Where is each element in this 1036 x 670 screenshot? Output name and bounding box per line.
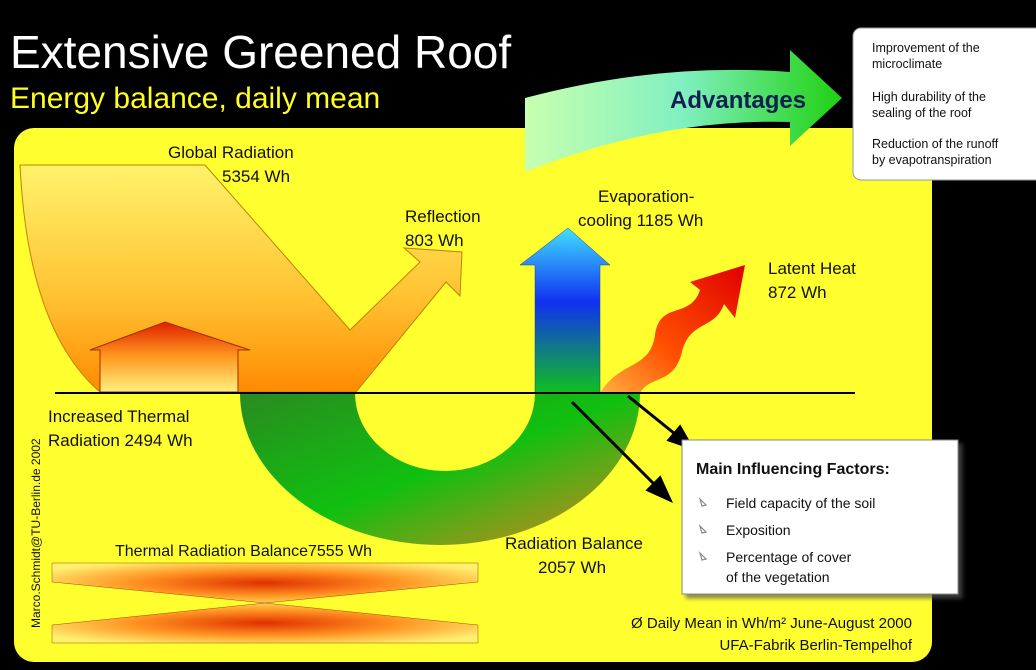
footer-line: Ø Daily Mean in Wh/m² June-August 2000 [631, 615, 912, 632]
flow-label: Global Radiation [168, 143, 294, 162]
advantage-line: High durability of the [872, 90, 986, 104]
factor-line: Exposition [726, 522, 791, 538]
flow-value: 872 Wh [768, 283, 827, 302]
subtitle: Energy balance, daily mean [10, 82, 380, 115]
advantage-line: Improvement of the [872, 41, 980, 55]
factors-title: Main Influencing Factors: [696, 461, 890, 478]
advantage-line: Reduction of the runoff [872, 137, 999, 151]
flow-label: Radiation Balance [505, 534, 643, 553]
flow-label: Increased Thermal [48, 407, 189, 426]
flow-value: cooling 1185 Wh [578, 211, 703, 230]
credit: Marco.Schmidt@TU-Berlin.de 2002 [29, 438, 43, 628]
factor-line: of the vegetation [726, 569, 830, 585]
factor-line: Field capacity of the soil [726, 495, 875, 511]
flow-value: Radiation 2494 Wh [48, 431, 193, 450]
title: Extensive Greened Roof [10, 26, 511, 78]
flow-value: 5354 Wh [222, 167, 290, 186]
factor-line: Percentage of cover [726, 549, 852, 565]
diagram: Extensive Greened Roof Energy balance, d… [0, 0, 1036, 670]
flow-label: Evaporation- [598, 187, 694, 206]
flow-value: 2057 Wh [538, 558, 606, 577]
advantage-line: sealing of the roof [872, 106, 972, 120]
flow-label: Thermal Radiation Balance7555 Wh [115, 543, 372, 560]
flow-value: 803 Wh [405, 231, 464, 250]
advantage-line: by evapotranspiration [872, 153, 992, 167]
flow-label: Reflection [405, 207, 481, 226]
advantages-label: Advantages [670, 87, 806, 114]
flow-label: Latent Heat [768, 259, 856, 278]
page: { "header": {"title": "Extensive Greened… [0, 0, 1036, 670]
footer-line: UFA-Fabrik Berlin-Tempelhof [719, 637, 912, 654]
advantage-line: microclimate [872, 57, 942, 71]
